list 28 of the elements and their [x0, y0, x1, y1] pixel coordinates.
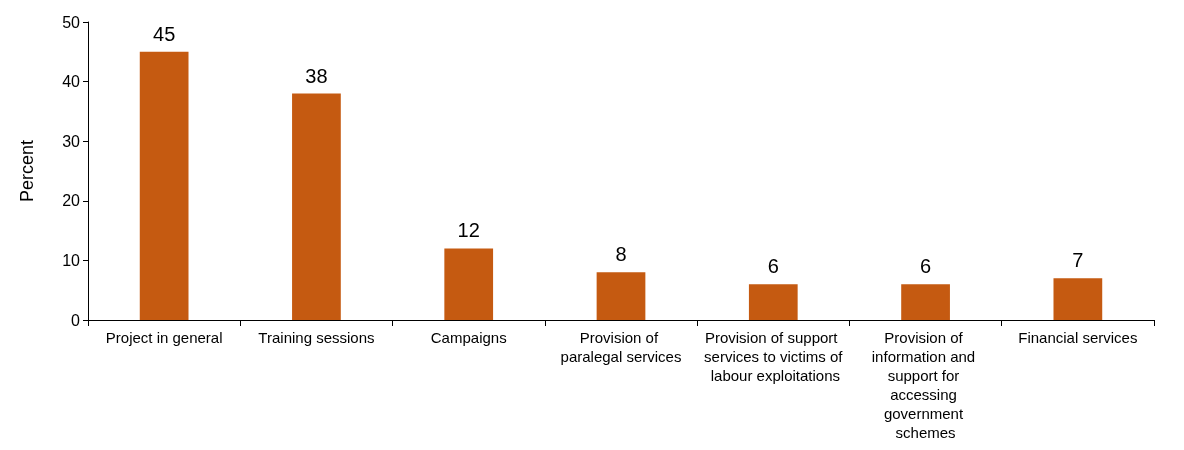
bar: [748, 284, 798, 320]
x-tick-label: Financial services: [1018, 329, 1138, 346]
data-label: 38: [305, 64, 328, 87]
y-tick-label: 20: [62, 192, 81, 210]
data-label: 6: [920, 255, 932, 278]
x-tick-label: Project in general: [105, 329, 223, 346]
y-tick-label: 50: [62, 13, 81, 31]
x-tick-label: Training sessions: [258, 329, 375, 346]
bar: [1053, 278, 1103, 320]
bar: [901, 284, 950, 320]
x-tick-label: Campaigns: [430, 329, 507, 346]
x-tick-label: Provision of paralegal services: [560, 329, 682, 365]
y-tick-label: 40: [62, 73, 81, 91]
bar: [139, 51, 189, 320]
data-label: 12: [457, 219, 480, 242]
y-tick-label: 10: [62, 251, 81, 269]
y-tick-label: 30: [62, 132, 81, 150]
bar: [292, 93, 341, 320]
bar: [444, 248, 494, 320]
data-label: 7: [1072, 249, 1084, 272]
data-label: 45: [153, 22, 176, 45]
data-label: 8: [615, 243, 627, 266]
x-tick-label: Provision of support services to victims of labour exploitations: [704, 329, 844, 384]
data-label: 6: [767, 255, 779, 278]
bar: [596, 272, 646, 320]
y-axis-title: Percent: [17, 139, 37, 203]
y-tick-label: 0: [71, 311, 81, 329]
x-tick-label: Provision of information and support for accessing government schemes: [871, 329, 980, 441]
